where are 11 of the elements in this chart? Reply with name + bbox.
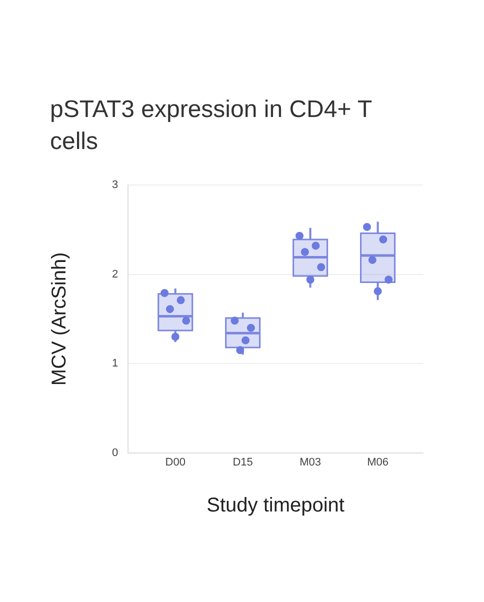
y-tick-label: 0 (112, 446, 118, 459)
y-axis-title: MCV (ArcSinh) (48, 252, 71, 386)
y-tick-label: 2 (112, 268, 118, 280)
y-tick-label: 1 (112, 358, 118, 370)
x-axis-title: Study timepoint (206, 494, 345, 517)
chart-title: pSTAT3 expression in CD4+ T cells (50, 95, 373, 157)
x-tick-label: M03 (300, 456, 322, 468)
x-tick-label: M06 (367, 456, 388, 468)
y-tick-label: 3 (112, 179, 118, 192)
x-tick-label: D00 (165, 456, 186, 468)
x-tick-label: D15 (232, 456, 253, 468)
